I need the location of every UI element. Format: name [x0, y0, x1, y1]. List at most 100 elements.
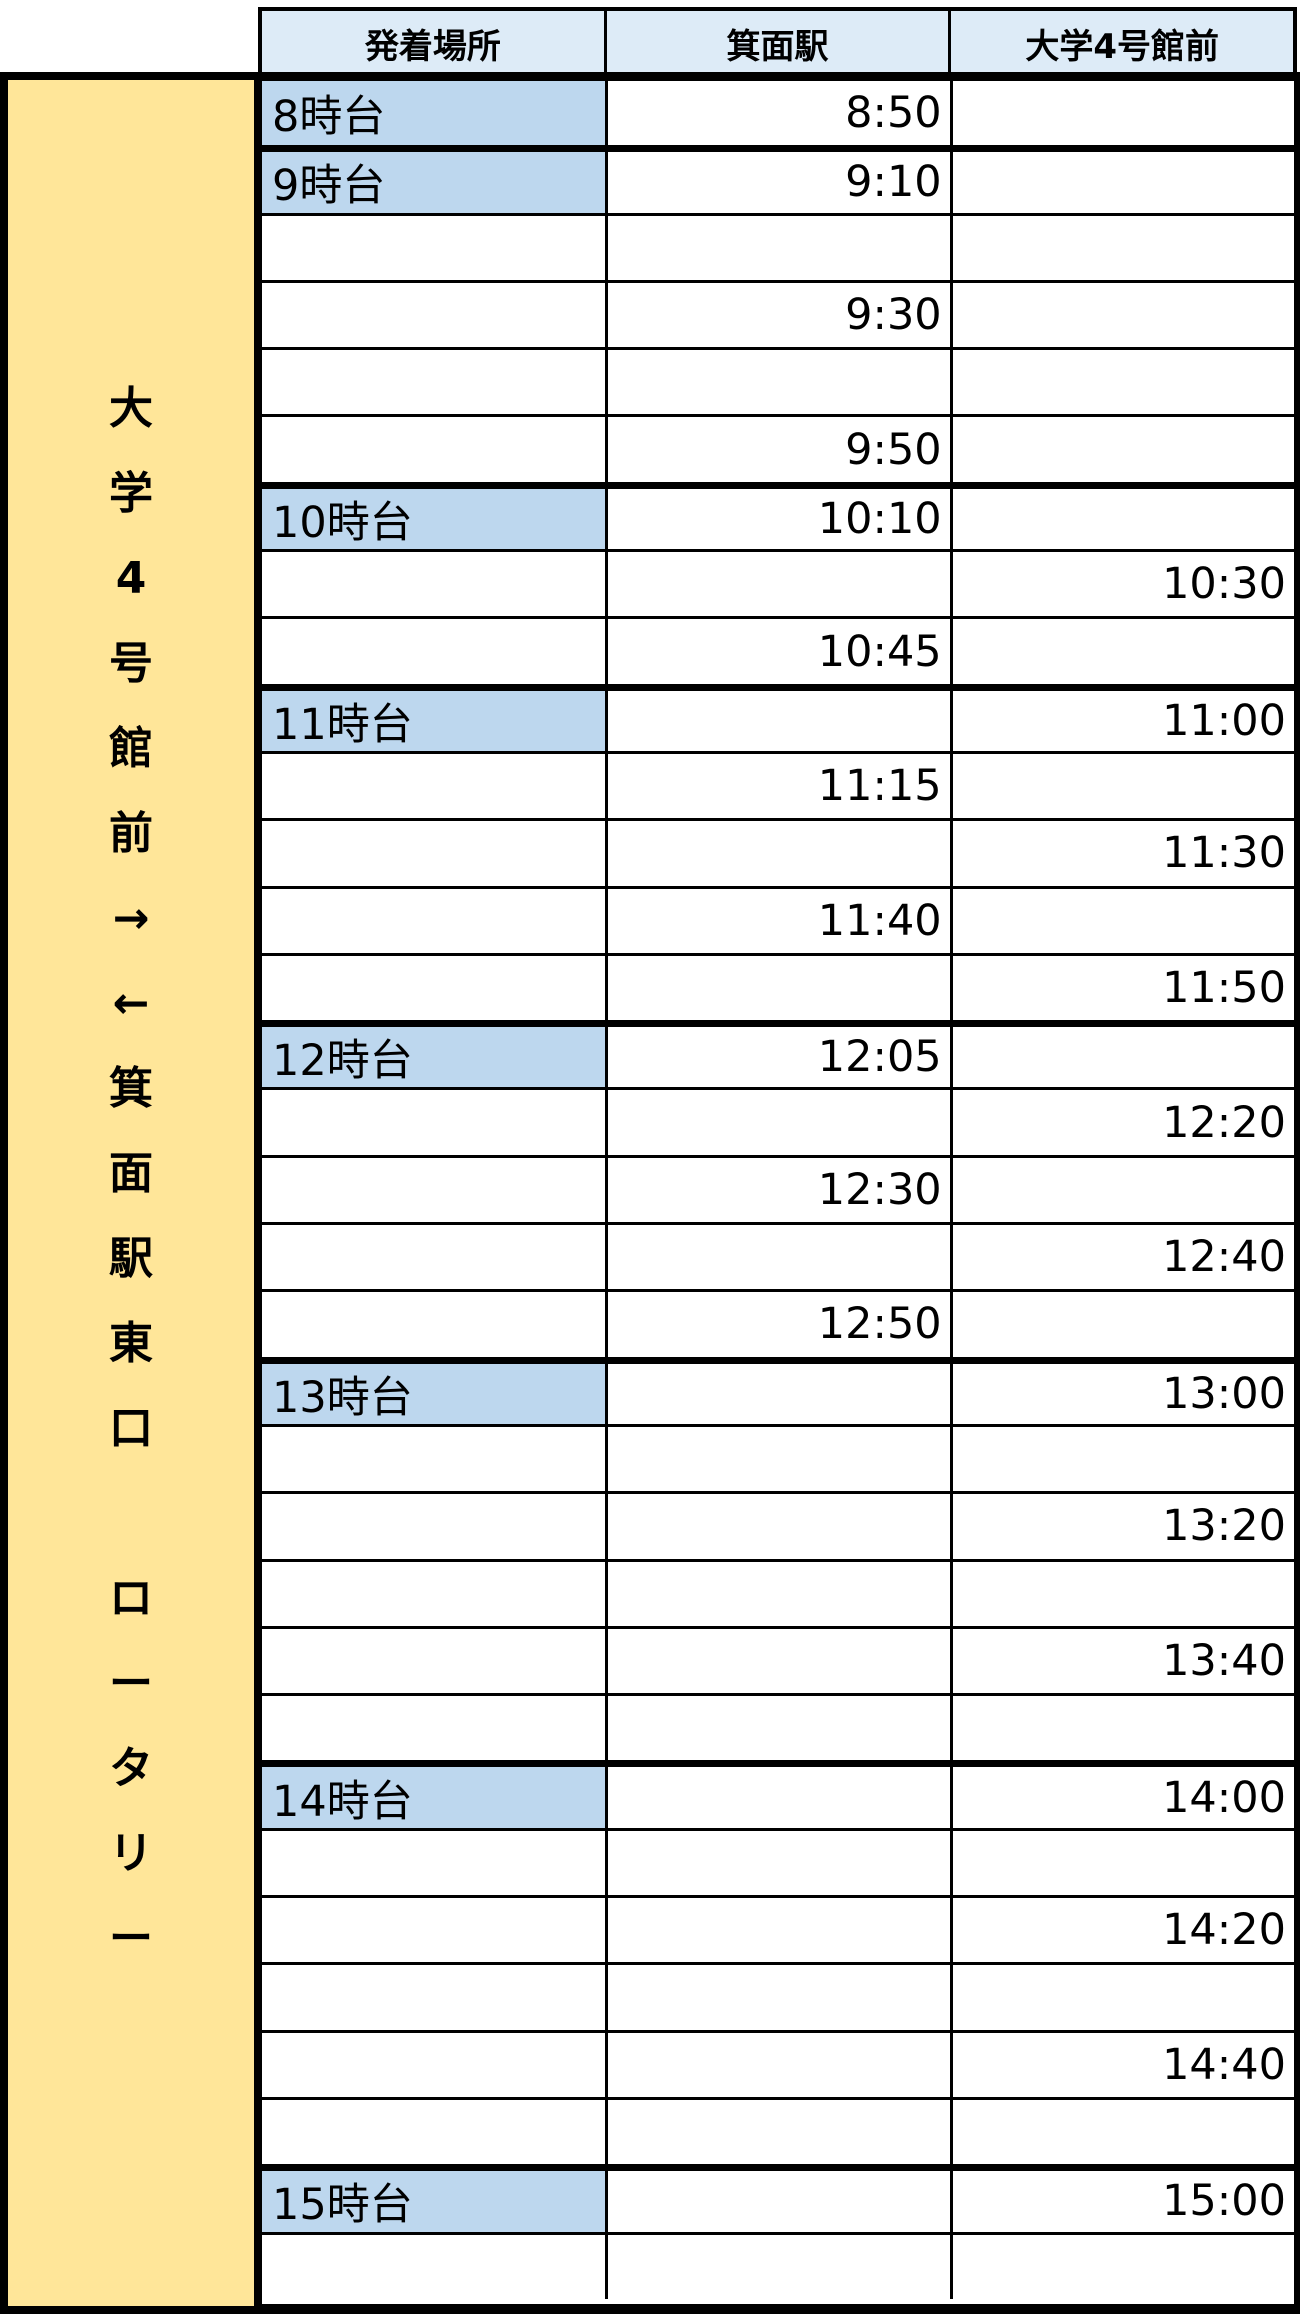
- university-departure-cell: [953, 81, 1294, 145]
- table-row: 11:30: [262, 818, 1294, 886]
- table-row: 10:30: [262, 549, 1294, 617]
- minoh-departure-cell: [608, 1898, 953, 1963]
- minoh-departure-cell: [608, 1965, 953, 2030]
- minoh-departure-cell: [608, 215, 953, 280]
- hour-cell: [262, 1292, 609, 1357]
- university-departure-cell: [953, 152, 1294, 212]
- minoh-departure-cell: 9:50: [608, 417, 953, 482]
- university-departure-cell: 10:30: [1162, 559, 1286, 610]
- hour-cell: [262, 1696, 609, 1761]
- route-label-char: [91, 1471, 171, 1556]
- university-departure-cell: 11:00: [1162, 695, 1286, 746]
- minoh-departure-cell: [608, 2032, 953, 2097]
- table-row: 12時台 12:05: [262, 1020, 1294, 1088]
- hour-cell: [262, 1426, 609, 1492]
- minoh-departure-cell: [608, 955, 953, 1021]
- hour-cell: [262, 1898, 609, 1963]
- table-row: [262, 2096, 1294, 2165]
- university-departure-cell: 15:00: [1162, 2176, 1286, 2227]
- route-label-char: 大: [109, 382, 153, 434]
- table-row: 14時台 14:00: [262, 1760, 1294, 1828]
- table-row: 13:20: [262, 1491, 1294, 1559]
- table-row: 12:20: [262, 1087, 1294, 1155]
- table-row: 9:30: [262, 279, 1294, 348]
- route-label-char: →: [112, 892, 150, 944]
- university-departure-cell: [953, 1427, 1294, 1491]
- hour-cell: 10時台: [262, 488, 609, 550]
- hour-cell: [262, 350, 609, 415]
- hour-cell: [262, 619, 609, 684]
- university-departure-cell: [953, 1696, 1294, 1760]
- university-departure-cell: 13:00: [1162, 1368, 1286, 1419]
- route-label-char: 号: [109, 637, 153, 689]
- university-departure-cell: [953, 1965, 1294, 2029]
- hour-cell: [262, 955, 609, 1021]
- table-row: 9:50: [262, 414, 1294, 482]
- hour-cell: [262, 821, 609, 886]
- header-university-bldg4: 大学4号館前: [951, 11, 1294, 75]
- table-row: [262, 1423, 1294, 1492]
- minoh-departure-cell: [608, 1830, 953, 1896]
- hour-cell: [262, 2234, 609, 2299]
- hour-cell: 13時台: [262, 1363, 609, 1424]
- hour-cell: [262, 2032, 609, 2097]
- hour-cell: [262, 753, 609, 819]
- university-departure-cell: 12:20: [1162, 1097, 1286, 1148]
- table-row: 12:50: [262, 1289, 1294, 1357]
- hour-cell: [262, 1561, 609, 1626]
- university-departure-cell: [953, 489, 1294, 549]
- table-row: 8時台 8:50: [262, 78, 1294, 146]
- route-label-char: 学: [109, 467, 153, 519]
- route-label: 大学 4 号館前 → ← 箕面駅東口ロータリー: [91, 366, 171, 1981]
- table-row: 11:50: [262, 952, 1294, 1021]
- minoh-departure-cell: [608, 1090, 953, 1155]
- minoh-departure-cell: 10:45: [608, 619, 953, 684]
- hour-cell: [262, 1965, 609, 2030]
- hour-cell: [262, 417, 609, 482]
- minoh-departure-cell: 11:40: [608, 888, 953, 953]
- table-row: 9時台 9:10: [262, 145, 1294, 213]
- university-departure-cell: [953, 754, 1294, 818]
- minoh-departure-cell: 9:30: [608, 282, 953, 348]
- university-departure-cell: 11:50: [1162, 963, 1286, 1013]
- university-departure-cell: [953, 350, 1294, 414]
- table-row: 10:45: [262, 616, 1294, 684]
- table-row: 11:15: [262, 750, 1294, 819]
- table-row: [262, 1962, 1294, 2030]
- hour-cell: [262, 1090, 609, 1155]
- table-row: 11時台 11:00: [262, 683, 1294, 751]
- route-label-char: 駅: [109, 1232, 153, 1284]
- minoh-departure-cell: [608, 1628, 953, 1694]
- university-departure-cell: 12:40: [1162, 1232, 1286, 1283]
- hour-cell: [262, 1225, 609, 1290]
- hour-cell: [262, 282, 609, 348]
- university-departure-cell: [953, 216, 1294, 280]
- university-departure-cell: 13:20: [1162, 1501, 1286, 1552]
- minoh-departure-cell: [608, 2099, 953, 2165]
- table-row: [262, 347, 1294, 415]
- route-label-char: ←: [112, 977, 150, 1029]
- table-row: 13時台 13:00: [262, 1356, 1294, 1424]
- table-row: [262, 1558, 1294, 1626]
- minoh-departure-cell: [608, 350, 953, 415]
- minoh-departure-cell: [608, 1561, 953, 1626]
- table-row: [262, 1827, 1294, 1896]
- minoh-departure-cell: 12:05: [608, 1027, 953, 1088]
- university-departure-cell: [953, 1562, 1294, 1626]
- minoh-departure-cell: [608, 1426, 953, 1492]
- university-departure-cell: 11:30: [1162, 828, 1286, 879]
- route-label-char: 箕: [109, 1062, 153, 1114]
- university-departure-cell: [953, 889, 1294, 953]
- minoh-departure-cell: 12:50: [608, 1292, 953, 1357]
- table-header: 発着場所 箕面駅 大学4号館前: [258, 7, 1297, 75]
- minoh-departure-cell: 11:15: [608, 753, 953, 819]
- hour-cell: [262, 1628, 609, 1694]
- minoh-departure-cell: [608, 1225, 953, 1290]
- route-label-char: 前: [109, 807, 153, 859]
- header-location: 発着場所: [262, 11, 607, 75]
- table-row: 10時台 10:10: [262, 481, 1294, 550]
- minoh-departure-cell: [608, 2234, 953, 2299]
- university-departure-cell: [953, 2235, 1294, 2299]
- route-label-char: ー: [109, 1657, 153, 1709]
- hour-cell: [262, 888, 609, 953]
